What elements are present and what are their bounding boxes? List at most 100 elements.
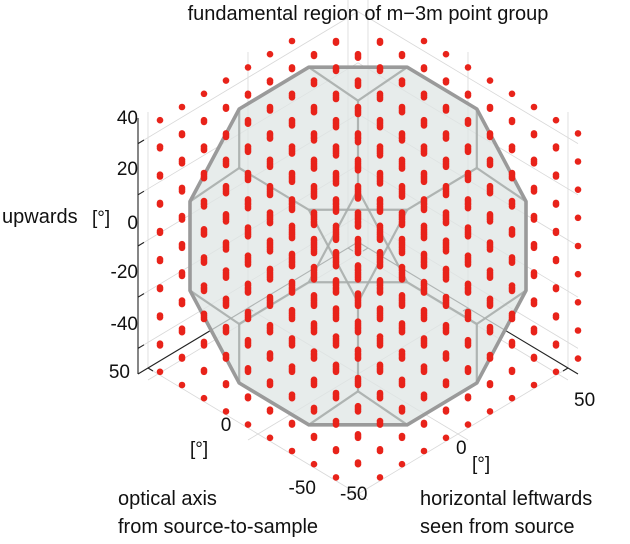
data-point xyxy=(244,336,252,344)
data-point xyxy=(288,143,296,150)
data-point xyxy=(442,182,450,190)
y-axis-label-line2: seen from source xyxy=(420,516,575,538)
data-point xyxy=(420,169,428,177)
data-point xyxy=(442,209,450,216)
data-point xyxy=(332,90,340,98)
data-point xyxy=(288,391,296,399)
data-point xyxy=(508,254,516,261)
data-point xyxy=(530,381,538,389)
data-point xyxy=(464,308,472,316)
data-point xyxy=(398,460,406,468)
data-point xyxy=(574,242,582,250)
data-point xyxy=(222,295,230,303)
data-point xyxy=(574,158,582,165)
z-tick-0: 0 xyxy=(127,213,138,234)
data-point xyxy=(398,376,406,384)
data-point xyxy=(266,182,274,190)
data-point xyxy=(464,169,472,177)
data-point xyxy=(288,278,296,286)
data-point xyxy=(310,320,318,327)
data-point xyxy=(552,340,560,348)
y-tick-0: 0 xyxy=(456,438,467,459)
data-point xyxy=(552,116,560,124)
data-point xyxy=(420,196,428,203)
data-point xyxy=(332,116,340,124)
data-point xyxy=(398,77,406,84)
data-point xyxy=(530,156,538,164)
data-point xyxy=(332,361,340,369)
data-point xyxy=(376,446,384,453)
data-point xyxy=(310,263,318,271)
data-point xyxy=(266,156,274,164)
data-point xyxy=(442,103,450,111)
data-point xyxy=(288,90,296,98)
data-point xyxy=(156,312,164,319)
data-point xyxy=(376,277,384,284)
data-point xyxy=(244,64,252,71)
data-point xyxy=(354,209,362,216)
data-point xyxy=(244,143,252,150)
data-point xyxy=(288,447,296,455)
data-point xyxy=(398,103,406,111)
data-point xyxy=(398,320,406,327)
data-point xyxy=(332,333,340,340)
data-point xyxy=(552,255,560,263)
data-point xyxy=(530,240,538,248)
data-point xyxy=(552,284,560,291)
data-point xyxy=(442,50,450,58)
data-point xyxy=(420,306,428,314)
data-point xyxy=(420,447,428,455)
data-point xyxy=(288,306,296,314)
data-point xyxy=(486,156,494,164)
data-point xyxy=(442,77,450,84)
data-point xyxy=(552,143,560,150)
data-point xyxy=(420,64,428,71)
data-point xyxy=(332,143,340,150)
data-point xyxy=(376,169,384,177)
data-point xyxy=(486,351,494,359)
data-point xyxy=(376,305,384,312)
data-point xyxy=(178,212,186,220)
data-point xyxy=(332,196,340,203)
data-point xyxy=(354,262,362,269)
z-tick-mark xyxy=(137,241,145,247)
data-point xyxy=(156,255,164,263)
data-point xyxy=(200,143,208,150)
data-point xyxy=(288,419,296,427)
grid-line-floor xyxy=(347,367,569,501)
data-point xyxy=(200,169,208,177)
data-point xyxy=(332,169,340,177)
data-point xyxy=(266,130,274,137)
data-point xyxy=(288,169,296,177)
data-point xyxy=(376,37,384,45)
grid-line-z xyxy=(137,62,579,196)
y-axis-label-line1: horizontal leftwards xyxy=(420,488,592,510)
region-edge xyxy=(476,167,527,203)
data-point xyxy=(420,250,428,258)
data-point xyxy=(156,199,164,207)
x-tick-0: 0 xyxy=(221,415,232,436)
data-point xyxy=(398,263,406,271)
data-point xyxy=(354,50,362,58)
data-point xyxy=(398,348,406,355)
data-point xyxy=(222,182,230,190)
data-point xyxy=(200,197,208,205)
data-point xyxy=(310,182,318,190)
data-point xyxy=(486,77,494,84)
z-axis-unit: [°] xyxy=(92,208,110,229)
data-point xyxy=(310,404,318,412)
data-point xyxy=(486,103,494,111)
data-point xyxy=(288,196,296,203)
data-point xyxy=(486,380,494,387)
data-point xyxy=(222,211,230,218)
data-point xyxy=(200,338,208,346)
data-point xyxy=(332,446,340,453)
data-point xyxy=(244,252,252,259)
data-point xyxy=(266,77,274,84)
data-point xyxy=(310,130,318,137)
data-point xyxy=(574,270,582,278)
data-point xyxy=(442,237,450,244)
z-tick-minus40: -40 xyxy=(111,314,138,335)
data-point xyxy=(244,169,252,177)
